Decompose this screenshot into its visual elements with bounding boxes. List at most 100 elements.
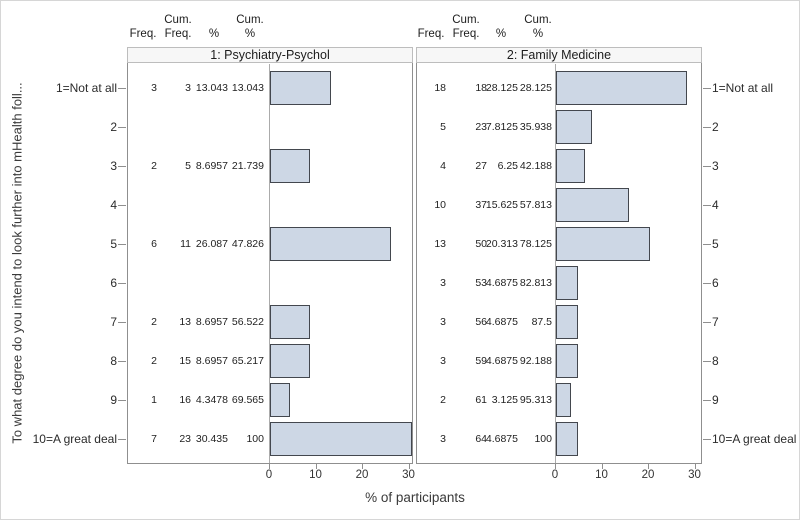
- cum-pct-value: 69.565: [231, 394, 264, 407]
- category-label: 9: [712, 393, 719, 408]
- category-label: 6: [110, 276, 117, 291]
- cum-pct-value: 100: [246, 433, 264, 446]
- category-label: 5: [110, 236, 117, 251]
- table-column-header: Cum. %: [524, 14, 552, 40]
- category-label: 5: [712, 236, 719, 251]
- bar: [556, 422, 578, 457]
- freq-value: 2: [440, 394, 446, 407]
- bar: [270, 344, 311, 379]
- cum-freq-value: 23: [475, 120, 487, 133]
- category-label: 9: [110, 393, 117, 408]
- cum-freq-value: 16: [179, 394, 191, 407]
- x-axis-title: % of participants: [365, 490, 465, 505]
- pct-value: 8.6957: [195, 159, 228, 172]
- category-label: 7: [712, 315, 719, 330]
- freq-value: 3: [440, 277, 446, 290]
- x-tick: [269, 464, 270, 469]
- pct-value: 8.6957: [195, 355, 228, 368]
- bar: [556, 266, 578, 301]
- freq-value: 2: [151, 159, 157, 172]
- freq-value: 3: [440, 355, 446, 368]
- cum-freq-value: 61: [475, 394, 487, 407]
- y-tick: [118, 439, 126, 441]
- left-category-labels: 1=Not at all 2 3 4 5 6 7 8 9 10=A great deal: [1, 1, 117, 519]
- x-tick: [694, 464, 696, 469]
- bar: [270, 148, 311, 183]
- cum-pct-value: 42.188: [519, 159, 552, 172]
- zero-baseline: [269, 64, 270, 463]
- y-tick: [703, 126, 711, 128]
- pct-value: 4.6875: [485, 433, 518, 446]
- cum-pct-value: 35.938: [519, 120, 552, 133]
- bar: [556, 344, 578, 379]
- table-column-header: %: [208, 28, 220, 40]
- bar: [556, 148, 586, 183]
- cum-freq-value: 37: [475, 198, 487, 211]
- cum-freq-value: 13: [179, 316, 191, 329]
- category-label: 3: [712, 158, 719, 173]
- right-category-labels: 1=Not at all 2 3 4 5 6 7 8 9 10=A great deal: [712, 1, 799, 519]
- category-label: 2: [110, 119, 117, 134]
- freq-value: 4: [440, 159, 446, 172]
- cum-pct-value: 47.826: [231, 237, 264, 250]
- x-tick: [315, 464, 317, 469]
- y-tick: [118, 87, 126, 89]
- freq-value: 3: [440, 433, 446, 446]
- category-label: 8: [110, 354, 117, 369]
- table-column-header: %: [495, 28, 507, 40]
- y-tick: [703, 87, 711, 89]
- cum-pct-value: 78.125: [519, 237, 552, 250]
- freq-value: 1: [151, 394, 157, 407]
- cum-freq-value: 15: [179, 355, 191, 368]
- x-tick-label: 0: [551, 469, 559, 481]
- zero-baseline: [555, 64, 556, 463]
- cum-pct-value: 21.739: [231, 159, 264, 172]
- table-column-header: Cum. Freq.: [164, 14, 192, 40]
- cum-pct-value: 56.522: [231, 316, 264, 329]
- y-tick: [703, 165, 711, 167]
- category-label: 6: [712, 276, 719, 291]
- cum-pct-value: 87.5: [531, 316, 552, 329]
- category-label: 3: [110, 158, 117, 173]
- y-tick: [118, 126, 126, 128]
- cum-freq-value: 50: [475, 237, 487, 250]
- y-tick: [118, 322, 126, 324]
- freq-value: 7: [151, 433, 157, 446]
- pct-value: 30.435: [195, 433, 228, 446]
- x-tick: [362, 464, 363, 469]
- cum-pct-value: 13.043: [231, 81, 264, 94]
- freq-value: 18: [434, 81, 446, 94]
- x-tick: [648, 464, 649, 469]
- panel-header: 1: Psychiatry-Psychol: [127, 47, 413, 63]
- y-tick: [703, 204, 711, 206]
- cum-freq-value: 56: [475, 316, 487, 329]
- y-tick: [118, 165, 126, 167]
- category-label: 8: [712, 354, 719, 369]
- cum-pct-value: 65.217: [231, 355, 264, 368]
- x-tick-label: 0: [265, 469, 273, 481]
- cum-pct-value: 92.188: [519, 355, 552, 368]
- x-tick-label: 20: [355, 469, 369, 481]
- bar: [270, 70, 331, 105]
- bar: [556, 383, 571, 418]
- table-column-header: Cum. %: [236, 14, 264, 40]
- y-tick: [118, 243, 126, 245]
- cum-pct-value: 57.813: [519, 198, 552, 211]
- bar: [556, 187, 629, 222]
- category-label: 10=A great deal: [712, 432, 797, 447]
- pct-value: 7.8125: [485, 120, 518, 133]
- y-tick: [703, 439, 711, 441]
- pct-value: 15.625: [485, 198, 518, 211]
- category-label: 10=A great deal: [32, 432, 117, 447]
- bar: [270, 226, 392, 261]
- y-tick: [118, 283, 126, 285]
- category-label: 2: [712, 119, 719, 134]
- category-label: 1=Not at all: [55, 80, 117, 95]
- table-column-header: Cum. Freq.: [452, 14, 480, 40]
- x-tick: [555, 464, 556, 469]
- x-tick-label: 20: [641, 469, 655, 481]
- pct-value: 6.25: [497, 159, 518, 172]
- x-tick: [601, 464, 603, 469]
- x-tick-label: 30: [402, 469, 415, 481]
